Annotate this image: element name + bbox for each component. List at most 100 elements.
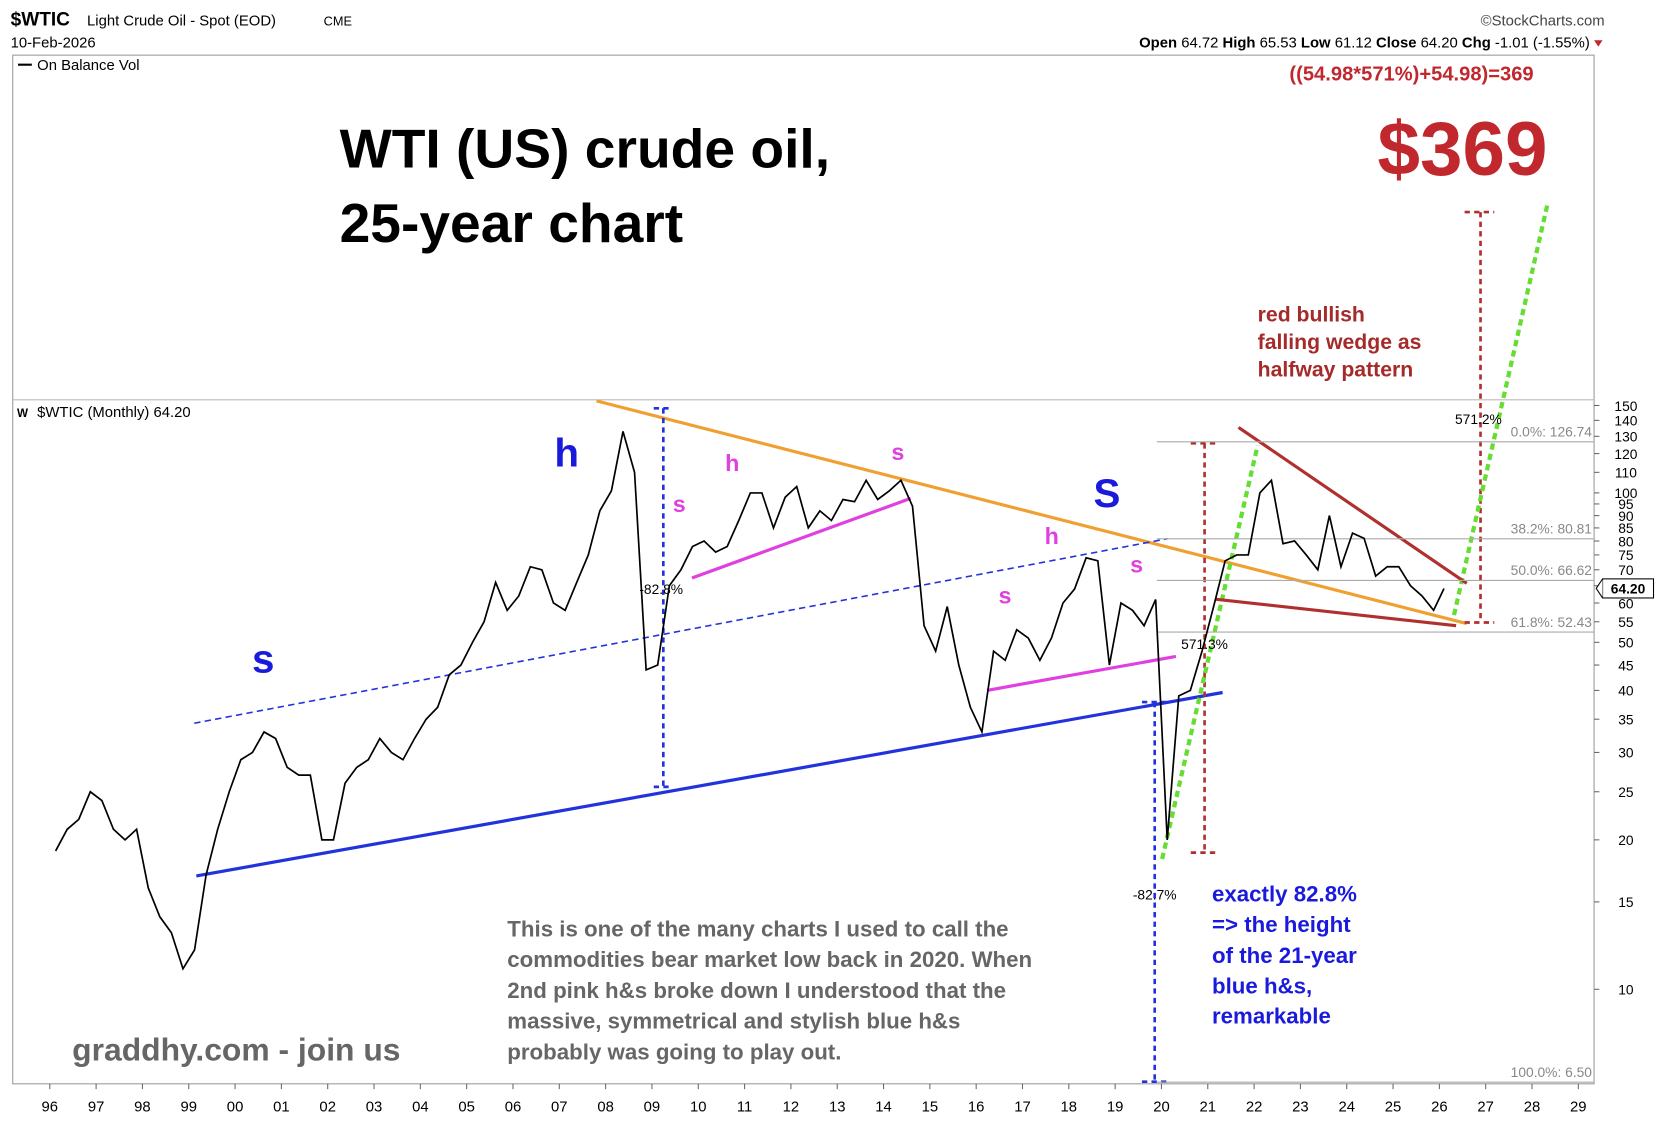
x-tick-label: 19	[1107, 1099, 1124, 1115]
blue-note: remarkable	[1212, 1003, 1331, 1028]
green-projection	[1451, 204, 1550, 616]
y-tick-label: 110	[1615, 466, 1637, 481]
x-tick-label: 99	[180, 1099, 197, 1115]
x-tick-label: 26	[1431, 1099, 1448, 1115]
panel-label: $WTIC (Monthly) 64.20	[37, 405, 190, 421]
x-tick-label: 08	[597, 1099, 614, 1115]
wedge-note: halfway pattern	[1258, 358, 1414, 381]
date: 10-Feb-2026	[11, 36, 96, 52]
quote-label: Low	[1301, 36, 1331, 52]
y-tick-label: 85	[1618, 521, 1634, 536]
last-price-pointer	[1595, 578, 1604, 599]
x-tick-label: 22	[1246, 1099, 1263, 1115]
wedge-line	[1237, 426, 1468, 585]
panel-icon: W	[17, 407, 28, 420]
y-tick-label: 50	[1618, 636, 1634, 651]
pattern-label: s	[891, 439, 904, 465]
y-tick-label: 75	[1618, 548, 1634, 563]
x-tick-label: 20	[1153, 1099, 1170, 1115]
blue-note: exactly 82.8%	[1212, 881, 1357, 906]
x-tick-label: 21	[1200, 1099, 1217, 1115]
x-tick-label: 09	[644, 1099, 661, 1115]
fib-label: 0.0%: 126.74	[1511, 425, 1593, 440]
measure-label: -82.7%	[1133, 887, 1177, 902]
down-arrow	[1594, 40, 1603, 47]
x-tick-label: 16	[968, 1099, 985, 1115]
x-tick-label: 05	[458, 1099, 475, 1115]
pattern-label: h	[554, 431, 579, 476]
last-price-label: 64.20	[1611, 582, 1646, 597]
y-tick-label: 70	[1618, 563, 1634, 578]
comment: 2nd pink h&s broke down I understood tha…	[507, 978, 1006, 1003]
trendlines	[194, 204, 1550, 1084]
y-tick-label: 120	[1614, 447, 1637, 462]
y-tick-label: 10	[1618, 983, 1634, 998]
x-tick-label: 29	[1570, 1099, 1587, 1115]
y-tick-label: 20	[1618, 833, 1634, 848]
quote-value: 64.20	[1421, 36, 1458, 52]
x-tick-label: 96	[42, 1099, 59, 1115]
y-tick-label: 15	[1618, 895, 1634, 910]
measure-label: -82.8%	[639, 582, 683, 597]
blue-dashed-line	[194, 537, 1168, 725]
symbol: $WTIC	[11, 9, 71, 30]
x-tick-label: 27	[1477, 1099, 1494, 1115]
site: graddhy.com - join us	[72, 1032, 400, 1068]
header: $WTIC Light Crude Oil - Spot (EOD) CME 1…	[11, 9, 1605, 420]
quote-label: High	[1223, 36, 1256, 52]
x-tick-label: 07	[551, 1099, 568, 1115]
y-tick-label: 140	[1614, 414, 1637, 429]
fib-label: 38.2%: 80.81	[1511, 522, 1592, 537]
x-tick-label: 24	[1338, 1099, 1355, 1115]
blue-note: of the 21-year	[1212, 943, 1357, 968]
pattern-label: s	[1130, 552, 1143, 578]
y-tick-label: 30	[1618, 746, 1634, 761]
blue-note: blue h&s,	[1212, 974, 1312, 999]
pattern-label: h	[725, 450, 739, 476]
blue-measure	[653, 406, 673, 789]
x-tick-label: 04	[412, 1099, 429, 1115]
x-tick-label: 17	[1014, 1099, 1031, 1115]
y-tick-label: 130	[1614, 430, 1637, 445]
quote-label: Open	[1139, 36, 1177, 52]
y-tick-label: 90	[1618, 509, 1634, 524]
comment: massive, symmetrical and stylish blue h&…	[507, 1009, 960, 1034]
pattern-label: s	[252, 636, 274, 681]
x-tick-label: 23	[1292, 1099, 1309, 1115]
annotations: ((54.98*571%)+54.98)=369 $369 WTI (US) c…	[72, 64, 1547, 1068]
y-tick-label: 55	[1618, 615, 1634, 630]
orange-trendline	[596, 399, 1468, 626]
y-tick-label: 80	[1618, 534, 1634, 549]
y-tick-label: 95	[1618, 497, 1634, 512]
x-tick-label: 98	[134, 1099, 151, 1115]
quote-value: 65.53	[1260, 36, 1297, 52]
red-measure	[1190, 441, 1219, 854]
comment: This is one of the many charts I used to…	[507, 916, 1008, 941]
x-tick-label: 15	[922, 1099, 939, 1115]
wedge-line	[1215, 597, 1457, 628]
x-tick-label: 13	[829, 1099, 846, 1115]
exchange: CME	[324, 13, 352, 28]
green-projection	[1160, 444, 1260, 860]
quote-label: Close	[1376, 36, 1416, 52]
quote-value: -1.01 (-1.55%)	[1495, 36, 1590, 52]
formula: ((54.98*571%)+54.98)=369	[1289, 64, 1533, 86]
quote-value: 64.72	[1181, 36, 1218, 52]
headline: WTI (US) crude oil,	[340, 118, 830, 180]
x-tick-label: 03	[366, 1099, 383, 1115]
y-tick-label: 40	[1618, 684, 1634, 699]
quote: Open 64.72 High 65.53 Low 61.12 Close 64…	[1139, 36, 1590, 52]
x-tick-label: 10	[690, 1099, 707, 1115]
pink-neckline	[986, 654, 1177, 692]
plot-frame	[12, 54, 1595, 1085]
pattern-label: h	[1045, 523, 1059, 549]
y-tick-label: 35	[1618, 713, 1634, 728]
red-measure	[1464, 210, 1495, 624]
headline: 25-year chart	[340, 192, 684, 254]
y-tick-label: 45	[1618, 658, 1634, 673]
x-tick-label: 06	[505, 1099, 522, 1115]
y-tick-label: 60	[1618, 596, 1634, 611]
pattern-label: S	[1093, 471, 1120, 516]
